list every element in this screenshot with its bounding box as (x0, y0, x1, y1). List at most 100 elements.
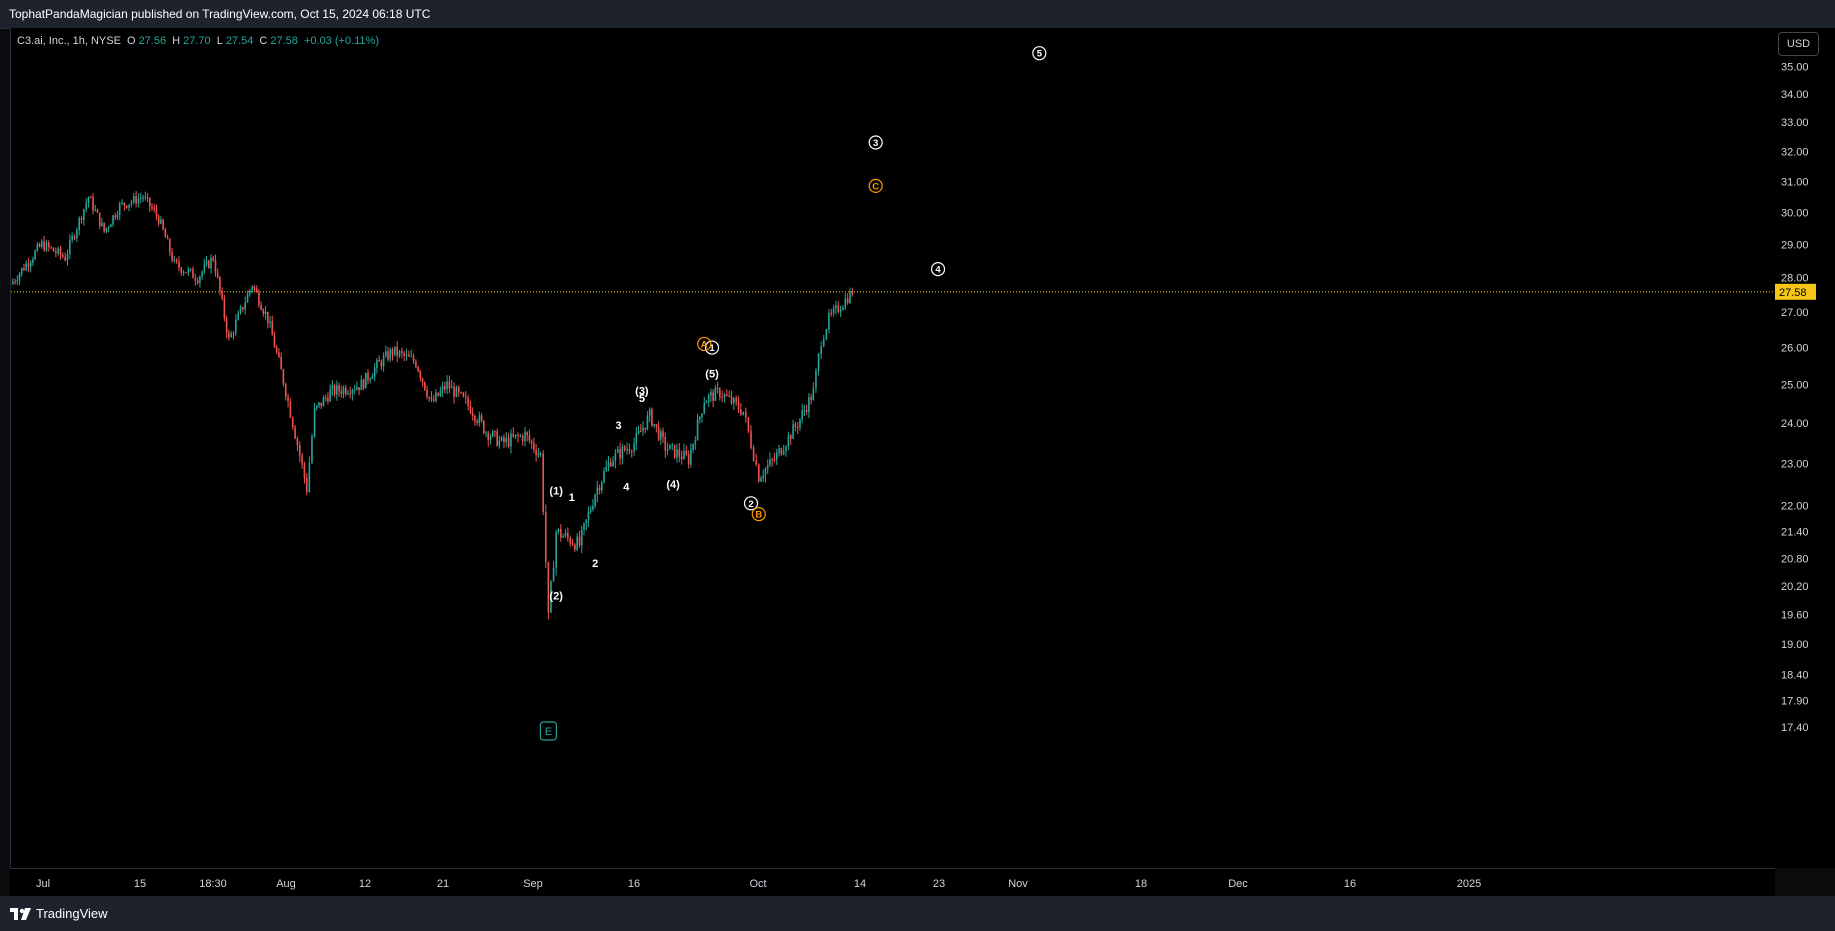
candle-body (289, 400, 292, 418)
candle-body (196, 280, 199, 284)
candle-body (487, 432, 490, 440)
candle-body (203, 264, 206, 272)
candle-body (680, 456, 683, 460)
candle-body (114, 215, 117, 218)
candle-body (796, 427, 799, 429)
candle-body (327, 397, 329, 402)
wave-label: 2 (592, 558, 598, 570)
candle-body (394, 346, 396, 355)
price-tick-label: 17.40 (1781, 722, 1809, 734)
tradingview-logo[interactable]: TradingView (10, 906, 108, 921)
candle-body (329, 389, 331, 402)
candle-body (223, 298, 226, 318)
candle-body (757, 464, 760, 482)
candle-body (101, 222, 103, 227)
candle-body (760, 478, 762, 482)
candle-body (219, 276, 221, 292)
candle-body (787, 435, 790, 447)
candle-body (273, 335, 276, 348)
candle-body (820, 346, 822, 355)
price-axis[interactable]: 35.00 34.00 33.00 32.00 31.00 30.00 29.00 28.00… (1775, 28, 1835, 868)
candle-body (498, 440, 501, 446)
candle-body (655, 424, 658, 427)
candle-body (62, 254, 64, 257)
candle-body (389, 349, 392, 360)
candle-body (822, 338, 825, 347)
candle-body (175, 259, 178, 262)
candle-body (651, 409, 653, 426)
candle-body (25, 263, 28, 271)
candle-body (148, 197, 151, 207)
candle-body (755, 460, 757, 465)
candle-body (255, 288, 258, 293)
candle-body (280, 356, 282, 370)
candle-body (453, 386, 455, 397)
candle-body (249, 290, 251, 294)
price-tick-label: 33.00 (1781, 117, 1809, 129)
price-tick-label: 22.00 (1781, 500, 1809, 512)
candle-body (441, 386, 444, 391)
candle-body (676, 449, 678, 458)
candle-body (192, 268, 194, 279)
candle-body (373, 367, 376, 377)
time-tick-label: 12 (359, 878, 371, 890)
candle-body (347, 393, 349, 395)
candle-body (448, 381, 451, 389)
price-tick-label: 20.20 (1781, 581, 1809, 593)
candle-body (34, 250, 36, 260)
chart-pane[interactable]: (1) (2) 1 2 3 4 5 (3) (4) (5) 1 A 2 B 3 C 4 5 E (10, 28, 1776, 868)
candle-body (707, 395, 710, 402)
publish-line: TophatPandaMagician published on Trading… (9, 7, 431, 21)
candle-body (336, 385, 338, 395)
candle-body (421, 378, 424, 382)
candle-body (810, 396, 812, 400)
candle-body (32, 259, 34, 263)
price-tick-label: 26.00 (1781, 343, 1809, 355)
candle-body (792, 424, 794, 440)
wave-label: (5) (705, 368, 719, 380)
time-tick-label: Dec (1228, 878, 1248, 890)
wave-label: 1 (709, 343, 715, 354)
candle-body (646, 415, 649, 430)
price-tick-label: 20.80 (1781, 553, 1809, 565)
candle-body (817, 354, 820, 371)
time-tick-label: 14 (854, 878, 866, 890)
candle-body (244, 302, 247, 310)
candle-body (683, 450, 685, 460)
candle-body (653, 424, 655, 426)
high-label: H (172, 35, 181, 47)
candle-body (313, 407, 316, 437)
candle-body (705, 401, 708, 404)
candle-body (89, 197, 92, 199)
candle-body (40, 241, 43, 247)
candle-body (423, 381, 426, 391)
price-tick-label: 24.00 (1781, 418, 1809, 430)
candle-body (471, 413, 474, 416)
candle-body (251, 286, 254, 291)
candle-body (476, 421, 478, 423)
time-tick-label: Sep (523, 878, 543, 890)
wave-label: (1) (549, 486, 563, 498)
candle-body (212, 257, 215, 261)
candle-body (612, 461, 614, 467)
price-tick-label: 27.00 (1781, 307, 1809, 319)
candle-body (762, 475, 765, 479)
candle-body (242, 307, 244, 310)
time-tick-label: 18 (1135, 878, 1147, 890)
currency-button[interactable]: USD (1778, 32, 1819, 56)
candle-body (740, 409, 742, 415)
candle-body (412, 356, 415, 362)
candle-body (530, 440, 533, 443)
candle-body (371, 376, 374, 379)
candle-body (457, 387, 460, 393)
candle-body (351, 390, 354, 394)
candle-body (221, 291, 223, 299)
candle-body (544, 511, 547, 563)
candle-body (592, 505, 594, 510)
time-axis[interactable]: Jul 15 18:30 Aug 12 21 Sep 16 Oct 14 23 Nov 18 Dec 16 2… (10, 868, 1775, 897)
candle-body (567, 532, 569, 538)
candle-body (671, 444, 674, 446)
candle-body (353, 389, 356, 391)
candle-body (815, 370, 817, 389)
